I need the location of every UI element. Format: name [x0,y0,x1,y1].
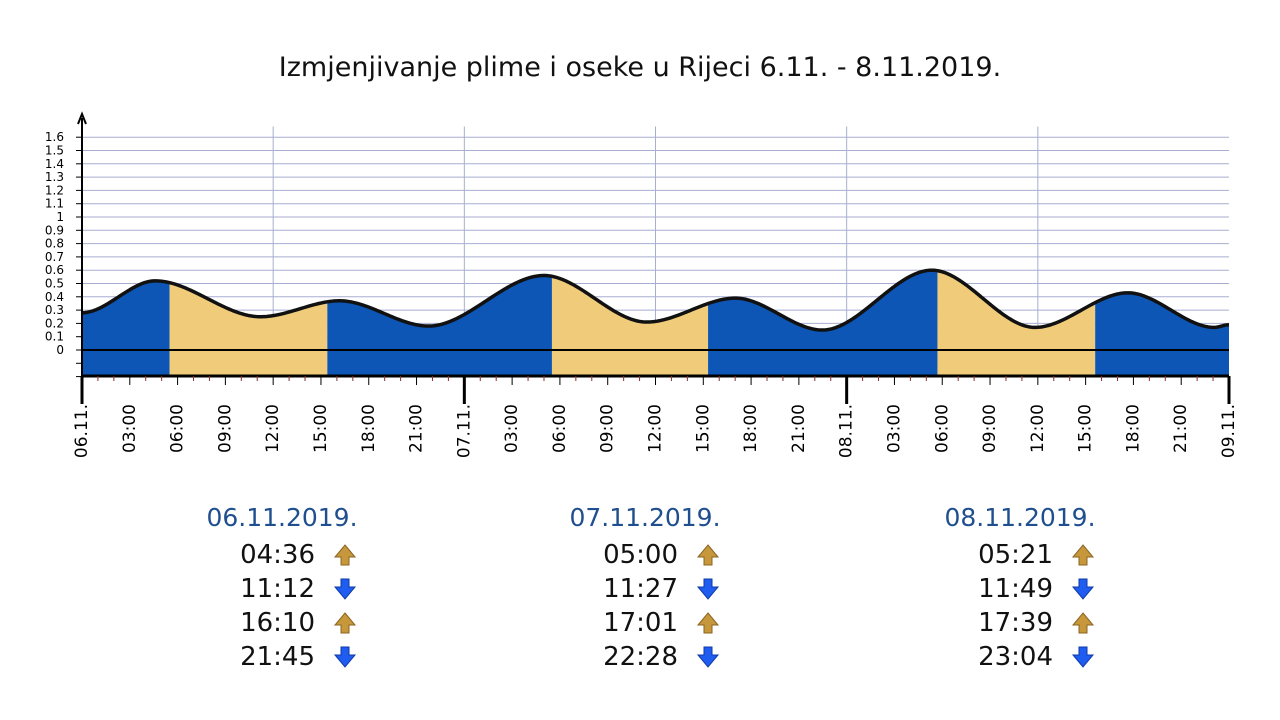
tide-row: 22:28 [515,640,775,674]
day-panel-2: 07.11.2019. 05:00 11:27 17:01 22:28 [515,503,775,674]
arrow-down-icon [333,646,357,668]
tide-area-blue [82,280,170,376]
y-tick-label: 0.5 [45,277,64,291]
y-tick-label: 0.4 [45,290,64,304]
arrow-down-icon [696,578,720,600]
tide-area-gold [169,282,328,376]
x-tick-label: 06:00 [168,404,188,453]
y-tick-label: 0.9 [45,223,64,237]
tide-time: 04:36 [240,540,315,570]
day-panel-1: 06.11.2019. 04:36 11:12 16:10 21:45 [152,503,412,674]
y-tick-label: 0.6 [45,263,64,277]
tide-time: 05:21 [978,540,1053,570]
y-tick-label: 1.2 [45,183,64,197]
tide-row: 11:12 [152,572,412,606]
y-axis-arrow [77,111,87,125]
x-tick-label: 21:00 [789,404,809,453]
tide-row: 17:01 [515,606,775,640]
arrow-up-icon [696,544,720,566]
y-tick-label: 0.3 [45,303,64,317]
tide-time: 05:00 [603,540,678,570]
y-tick-label: 1.5 [45,144,64,158]
tide-time: 23:04 [978,642,1053,672]
arrow-up-icon [333,544,357,566]
arrow-up-icon [1071,544,1095,566]
x-tick-label: 03:00 [884,404,904,453]
tide-time: 17:39 [978,608,1053,638]
day-date: 08.11.2019. [944,503,1096,532]
x-tick-label: 09.11. [1219,404,1239,458]
tide-row: 05:21 [890,538,1150,572]
day-date: 06.11.2019. [206,503,358,532]
x-tick-label: 18:00 [1123,404,1143,453]
tide-time: 21:45 [240,642,315,672]
x-tick-label: 18:00 [359,404,379,453]
y-tick-label: 0.2 [45,316,64,330]
y-tick-label: 1.4 [45,157,64,171]
tide-row: 17:39 [890,606,1150,640]
x-tick-label: 12:00 [646,404,666,453]
day-date: 07.11.2019. [569,503,721,532]
tide-area-blue [1095,292,1229,376]
x-tick-label: 09:00 [980,404,1000,453]
x-tick-label: 21:00 [407,404,427,453]
day-panel-3: 08.11.2019. 05:21 11:49 17:39 23:04 [890,503,1150,674]
tide-time: 22:28 [603,642,678,672]
y-tick-label: 1.6 [45,130,64,144]
tide-curve [81,268,1230,332]
tide-time: 11:49 [978,574,1053,604]
x-tick-label: 12:00 [1028,404,1048,453]
y-tick-label: 1.3 [45,170,64,184]
tide-row: 11:27 [515,572,775,606]
x-tick-label: 12:00 [263,404,283,453]
arrow-up-icon [1071,612,1095,634]
x-tick-label: 21:00 [1171,404,1191,453]
y-tick-label: 1 [56,210,64,224]
y-tick-label: 0.7 [45,250,64,264]
tide-row: 21:45 [152,640,412,674]
x-tick-label: 15:00 [693,404,713,453]
arrow-down-icon [333,578,357,600]
x-tick-label: 06:00 [932,404,952,453]
y-tick-label: 0.8 [45,237,64,251]
tide-row: 05:00 [515,538,775,572]
x-tick-label: 06:00 [550,404,570,453]
tide-row: 16:10 [152,606,412,640]
tide-row: 04:36 [152,538,412,572]
x-tick-label: 08.11. [837,404,857,458]
arrow-up-icon [333,612,357,634]
tide-chart: 00.10.20.30.40.50.60.70.80.911.11.21.31.… [45,111,1239,458]
tide-time: 11:12 [240,574,315,604]
x-tick-label: 18:00 [741,404,761,453]
x-tick-label: 09:00 [598,404,618,453]
chart-title: Izmjenjivanje plime i oseke u Rijeci 6.1… [278,52,1002,83]
tide-row: 11:49 [890,572,1150,606]
y-tick-label: 0.1 [45,330,64,344]
x-tick-label: 15:00 [1076,404,1096,453]
tide-time: 16:10 [240,608,315,638]
x-tick-label: 15:00 [311,404,331,453]
x-tick-label: 07.11. [454,404,474,458]
arrow-down-icon [1071,578,1095,600]
arrow-down-icon [696,646,720,668]
x-tick-label: 03:00 [120,404,140,453]
x-tick-label: 09:00 [215,404,235,453]
x-tick-label: 06.11. [72,404,92,458]
tide-area-gold [551,276,709,376]
arrow-up-icon [696,612,720,634]
y-tick-label: 1.1 [45,197,64,211]
tide-row: 23:04 [890,640,1150,674]
tide-time: 11:27 [603,574,678,604]
arrow-down-icon [1071,646,1095,668]
y-tick-label: 0 [56,343,64,357]
x-tick-label: 03:00 [502,404,522,453]
tide-time: 17:01 [603,608,678,638]
